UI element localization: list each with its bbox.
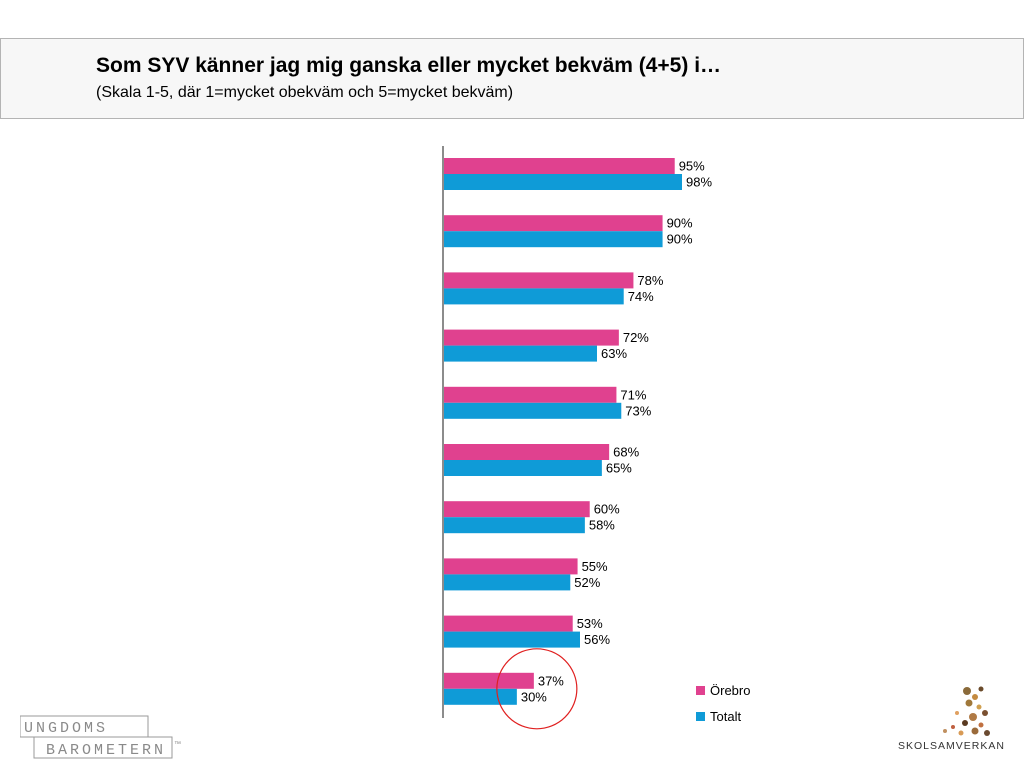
data-label-totalt-7: 58% (589, 518, 615, 533)
data-label-totalt-8: 52% (574, 575, 600, 590)
legend-label-totalt: Totalt (710, 709, 741, 724)
data-label-totalt-1: 98% (686, 175, 712, 190)
data-label-totalt-6: 65% (606, 461, 632, 476)
data-label-orebro-5: 71% (620, 387, 646, 402)
bar-orebro-4 (444, 330, 619, 346)
bar-orebro-9 (444, 616, 573, 632)
bar-orebro-7 (444, 501, 590, 517)
bar-orebro-8 (444, 558, 578, 574)
bar-totalt-1 (444, 174, 682, 190)
bar-totalt-3 (444, 288, 624, 304)
data-label-orebro-3: 78% (637, 273, 663, 288)
bar-orebro-3 (444, 272, 633, 288)
data-label-orebro-8: 55% (582, 559, 608, 574)
legend-swatch-totalt (696, 712, 705, 721)
bar-orebro-5 (444, 387, 616, 403)
data-label-totalt-5: 73% (625, 403, 651, 418)
skolsamverkan-text: SKOLSAMVERKAN (898, 740, 1005, 752)
logo-trademark: ™ (174, 741, 181, 748)
legend-label-orebro: Örebro (710, 683, 750, 698)
bar-totalt-6 (444, 460, 602, 476)
bar-totalt-5 (444, 403, 621, 419)
legend-item-orebro: Örebro (696, 683, 750, 698)
data-label-orebro-1: 95% (679, 159, 705, 174)
bar-orebro-2 (444, 215, 663, 231)
bar-totalt-10 (444, 689, 517, 705)
bar-totalt-7 (444, 517, 585, 533)
data-label-orebro-7: 60% (594, 502, 620, 517)
data-label-totalt-3: 74% (628, 289, 654, 304)
data-label-orebro-2: 90% (667, 216, 693, 231)
logo-text-ungdoms: UNGDOMS (24, 720, 108, 737)
data-label-totalt-10: 30% (521, 689, 547, 704)
data-label-orebro-10: 37% (538, 673, 564, 688)
data-label-totalt-9: 56% (584, 632, 610, 647)
bar-totalt-9 (444, 632, 580, 648)
bar-totalt-4 (444, 346, 597, 362)
data-label-orebro-6: 68% (613, 445, 639, 460)
data-label-totalt-4: 63% (601, 346, 627, 361)
legend-item-totalt: Totalt (696, 709, 741, 724)
ungdomsbarometern-logo: UNGDOMS BAROMETERN ™ (20, 713, 200, 763)
legend-swatch-orebro (696, 686, 705, 695)
bar-orebro-6 (444, 444, 609, 460)
data-label-orebro-9: 53% (577, 616, 603, 631)
data-label-totalt-2: 90% (667, 232, 693, 247)
bar-totalt-2 (444, 231, 663, 247)
bar-totalt-8 (444, 574, 570, 590)
data-label-orebro-4: 72% (623, 330, 649, 345)
bar-orebro-10 (444, 673, 534, 689)
bar-orebro-1 (444, 158, 675, 174)
logo-text-barometern: BAROMETERN (46, 742, 166, 759)
